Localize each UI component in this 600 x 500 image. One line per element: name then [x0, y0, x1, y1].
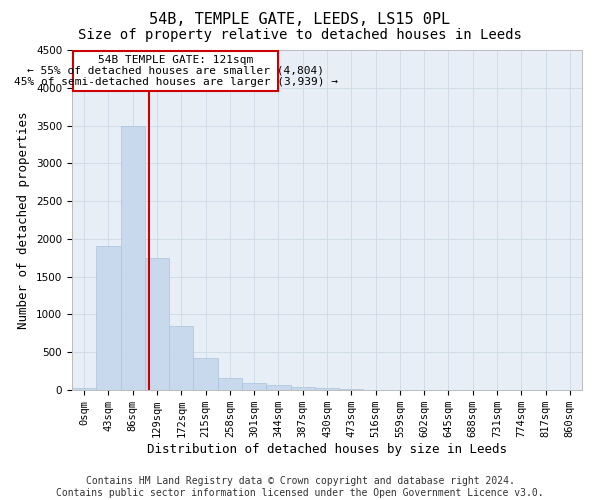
Bar — [266, 385, 290, 390]
Bar — [290, 386, 315, 390]
Text: 45% of semi-detached houses are larger (3,939) →: 45% of semi-detached houses are larger (… — [14, 78, 338, 88]
Bar — [72, 388, 96, 390]
Text: ← 55% of detached houses are smaller (4,804): ← 55% of detached houses are smaller (4,… — [28, 66, 325, 76]
Text: 54B TEMPLE GATE: 121sqm: 54B TEMPLE GATE: 121sqm — [98, 54, 253, 64]
X-axis label: Distribution of detached houses by size in Leeds: Distribution of detached houses by size … — [147, 443, 507, 456]
Bar — [121, 126, 145, 390]
Bar — [315, 388, 339, 390]
Text: 54B, TEMPLE GATE, LEEDS, LS15 0PL: 54B, TEMPLE GATE, LEEDS, LS15 0PL — [149, 12, 451, 28]
Bar — [218, 378, 242, 390]
Bar — [339, 389, 364, 390]
Bar — [193, 358, 218, 390]
Text: Contains HM Land Registry data © Crown copyright and database right 2024.
Contai: Contains HM Land Registry data © Crown c… — [56, 476, 544, 498]
Y-axis label: Number of detached properties: Number of detached properties — [17, 112, 31, 329]
Text: Size of property relative to detached houses in Leeds: Size of property relative to detached ho… — [78, 28, 522, 42]
Bar — [145, 258, 169, 390]
Bar — [169, 326, 193, 390]
FancyBboxPatch shape — [73, 51, 278, 91]
Bar — [242, 383, 266, 390]
Bar — [96, 246, 121, 390]
